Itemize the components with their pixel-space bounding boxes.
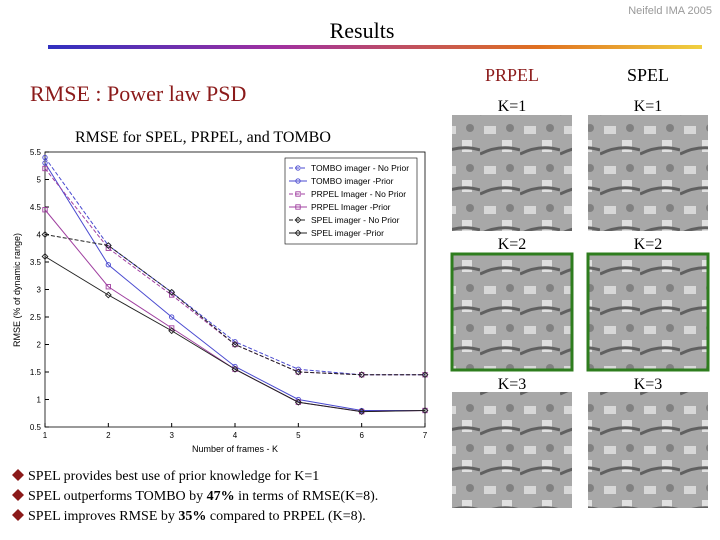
marker xyxy=(169,292,175,298)
marker xyxy=(42,160,48,166)
y-tick-label: 3 xyxy=(37,286,42,295)
y-axis-label: RMSE (% of dynamic range) xyxy=(12,233,22,347)
marker xyxy=(41,253,49,260)
marker xyxy=(358,371,366,379)
reconstructed-image xyxy=(586,252,710,372)
x-tick-label: 6 xyxy=(359,431,364,440)
y-tick-label: 4.5 xyxy=(30,203,42,212)
bullet-bold: 35% xyxy=(178,509,206,524)
y-tick-label: 3.5 xyxy=(30,258,42,267)
legend-marker xyxy=(295,178,301,184)
subtitle: RMSE : Power law PSD xyxy=(30,81,246,106)
marker xyxy=(168,288,176,296)
marker xyxy=(105,245,111,251)
bullets: SPEL provides best use of prior knowledg… xyxy=(12,469,378,524)
y-tick-label: 5.5 xyxy=(30,148,42,157)
k-label: K=1 xyxy=(498,98,527,115)
x-tick-label: 3 xyxy=(169,431,174,440)
marker xyxy=(168,327,176,335)
marker xyxy=(358,408,366,416)
marker xyxy=(104,242,112,249)
bullet-after: in terms of RMSE(K=8). xyxy=(235,489,379,504)
legend-marker xyxy=(294,229,302,237)
reconstructed-image xyxy=(452,115,572,231)
bullet-text: SPEL outperforms TOMBO by 47% in terms o… xyxy=(28,489,378,504)
k-label: K=3 xyxy=(498,376,527,393)
column-header: SPEL xyxy=(627,65,669,85)
y-tick-label: 1 xyxy=(37,396,42,405)
bullet-text: SPEL provides best use of prior knowledg… xyxy=(28,469,319,484)
series-line xyxy=(44,256,426,413)
bullet-bold: 47% xyxy=(207,489,235,504)
title-rule xyxy=(48,45,702,49)
image-grid: PRPEL K=1 K=2 K=3 SPEL K=1 K=2 K=3 xyxy=(450,65,710,508)
reconstructed-image xyxy=(588,115,708,231)
bullet-text: SPEL improves RMSE by 35% compared to PR… xyxy=(28,509,366,524)
y-tick-label: 1.5 xyxy=(30,368,42,377)
y-tick-label: 0.5 xyxy=(30,423,42,432)
marker xyxy=(105,262,111,268)
bullet-diamond xyxy=(12,509,24,521)
legend-label: PRPEL Imager -Prior xyxy=(311,202,391,212)
legend-box xyxy=(284,157,418,245)
marker xyxy=(421,407,429,414)
column-header: PRPEL xyxy=(485,65,539,85)
reconstructed-image xyxy=(450,252,574,372)
marker xyxy=(42,165,48,172)
marker xyxy=(42,154,48,161)
series-line xyxy=(44,234,425,376)
bullet-before: SPEL provides best use of prior knowledg… xyxy=(28,469,319,484)
x-tick-label: 2 xyxy=(106,431,111,440)
marker xyxy=(104,291,112,299)
marker xyxy=(231,365,239,373)
marker xyxy=(105,284,111,290)
y-tick-label: 5 xyxy=(37,176,42,185)
bullet-after: compared to PRPEL (K=8). xyxy=(206,509,365,524)
marker xyxy=(169,314,175,320)
marker xyxy=(41,231,49,238)
slide-title: Results xyxy=(330,18,395,43)
legend-marker xyxy=(294,216,302,224)
x-tick-label: 1 xyxy=(43,431,48,440)
y-tick-label: 2 xyxy=(37,341,42,350)
k-label: K=3 xyxy=(634,376,663,393)
legend-marker xyxy=(295,165,301,171)
chart-title: RMSE for SPEL, PRPEL, and TOMBO xyxy=(75,129,331,146)
bullet-diamond xyxy=(12,489,24,501)
reconstructed-image xyxy=(588,392,708,508)
bullet-before: SPEL outperforms TOMBO by xyxy=(28,489,207,504)
y-tick-label: 2.5 xyxy=(30,313,42,322)
marker xyxy=(294,398,302,406)
marker xyxy=(231,341,239,348)
marker xyxy=(42,207,48,213)
x-tick-label: 5 xyxy=(296,431,301,440)
legend-label: SPEL imager -Prior xyxy=(311,228,384,238)
y-tick-label: 4 xyxy=(37,231,42,240)
credit: Neifeld IMA 2005 xyxy=(628,5,712,17)
legend-label: TOMBO imager -Prior xyxy=(311,176,394,186)
x-tick-label: 4 xyxy=(233,431,238,440)
k-label: K=2 xyxy=(498,236,527,253)
legend-label: SPEL imager - No Prior xyxy=(311,215,400,225)
bullet-before: SPEL improves RMSE by xyxy=(28,509,178,524)
x-tick-label: 7 xyxy=(423,431,428,440)
marker xyxy=(295,366,301,372)
bullet-diamond xyxy=(12,469,24,481)
legend-marker xyxy=(295,191,301,197)
legend-label: PRPEL Imager - No Prior xyxy=(311,189,406,199)
legend-marker xyxy=(295,204,301,210)
reconstructed-image xyxy=(452,392,572,508)
legend-label: TOMBO imager - No Prior xyxy=(311,163,409,173)
marker xyxy=(294,368,302,376)
k-label: K=2 xyxy=(634,236,663,253)
marker xyxy=(421,371,429,379)
x-axis-label: Number of frames - K xyxy=(192,444,278,454)
k-label: K=1 xyxy=(634,98,663,115)
